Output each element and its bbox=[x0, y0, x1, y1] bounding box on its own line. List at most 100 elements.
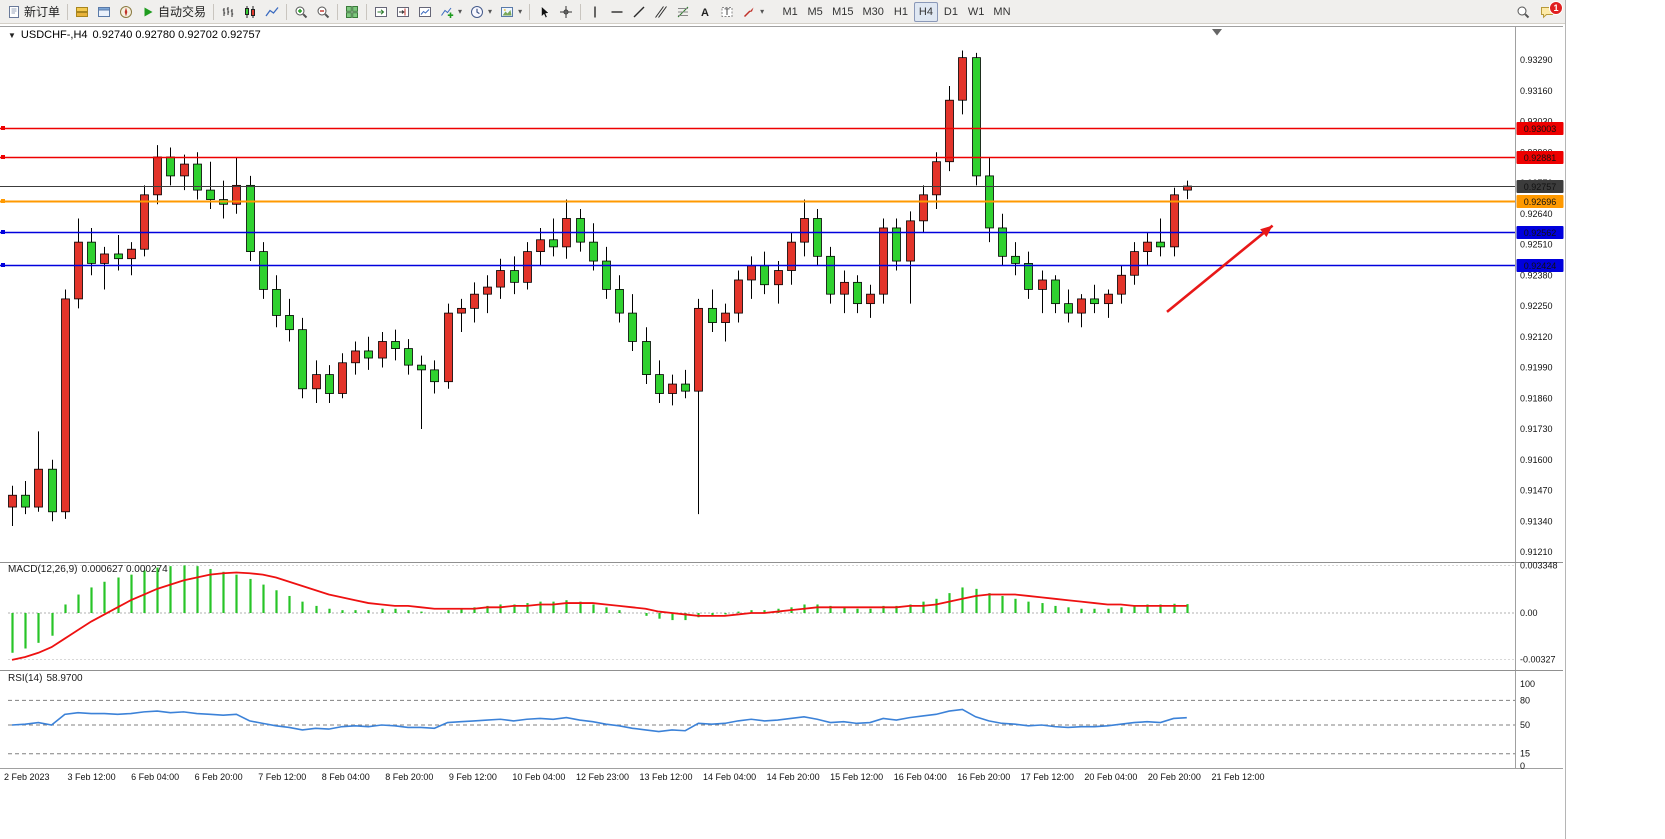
candle-body bbox=[298, 329, 307, 390]
chart-shift-button[interactable] bbox=[392, 2, 414, 22]
price-axis-label: 0.92120 bbox=[1520, 332, 1553, 342]
time-axis-label[interactable]: 7 Feb 12:00 bbox=[258, 772, 306, 782]
market-watch-button[interactable] bbox=[71, 2, 93, 22]
chart-shift-marker[interactable] bbox=[1212, 29, 1222, 36]
vertical-line-button[interactable] bbox=[584, 2, 606, 22]
candle-body bbox=[536, 239, 545, 252]
trend-arrow-object[interactable] bbox=[1166, 224, 1274, 313]
time-axis-label[interactable]: 9 Feb 12:00 bbox=[449, 772, 497, 782]
chart-canvas[interactable]: 0.932900.931600.930300.929000.927700.926… bbox=[0, 24, 1565, 839]
periods-button[interactable]: ▾ bbox=[466, 2, 496, 22]
trendline-button[interactable] bbox=[628, 2, 650, 22]
fibonacci-button[interactable] bbox=[672, 2, 694, 22]
notifications-button[interactable]: 1 bbox=[1536, 0, 1563, 22]
price-badge-value: 0.92881 bbox=[1524, 153, 1557, 163]
timeframe-M1-button[interactable]: M1 bbox=[782, 5, 798, 18]
macd-label: MACD(12,26,9) 0.000627 0.000274 bbox=[8, 564, 168, 575]
data-window-icon bbox=[98, 6, 111, 17]
time-axis-label[interactable]: 2 Feb 2023 bbox=[4, 772, 50, 782]
time-axis-label[interactable]: 20 Feb 04:00 bbox=[1084, 772, 1137, 782]
timeframe-W1-button[interactable]: W1 bbox=[967, 5, 985, 18]
candle-body bbox=[166, 156, 175, 177]
rsi-name: RSI(14) bbox=[8, 673, 43, 684]
timeframe-D1-button[interactable]: D1 bbox=[943, 5, 958, 18]
timeframe-M30-button[interactable]: M30 bbox=[862, 5, 884, 18]
time-axis-label[interactable]: 13 Feb 12:00 bbox=[640, 772, 693, 782]
timeframe-M15-button[interactable]: M15 bbox=[832, 5, 854, 18]
bars-icon bbox=[222, 6, 234, 17]
price-axis-label: 0.91340 bbox=[1520, 516, 1553, 526]
timeframe-MN-button[interactable]: MN bbox=[993, 5, 1011, 18]
bar-chart-button[interactable] bbox=[217, 2, 239, 22]
new-order-button[interactable]: 新订单 bbox=[3, 2, 64, 22]
trendline-icon bbox=[633, 6, 645, 17]
time-axis-label[interactable]: 10 Feb 04:00 bbox=[512, 772, 565, 782]
time-axis-label[interactable]: 6 Feb 04:00 bbox=[131, 772, 179, 782]
timeframe-M5-button[interactable]: M5 bbox=[807, 5, 823, 18]
price-axis-label: 0.91990 bbox=[1520, 363, 1553, 373]
rsi-value: 58.9700 bbox=[46, 673, 83, 684]
zoom-in-icon bbox=[295, 6, 308, 18]
time-axis-label[interactable]: 6 Feb 20:00 bbox=[195, 772, 243, 782]
time-axis-label[interactable]: 17 Feb 12:00 bbox=[1021, 772, 1074, 782]
rsi-label: RSI(14) 58.9700 bbox=[8, 673, 83, 684]
line-chart-button[interactable] bbox=[261, 2, 283, 22]
timeframe-H1-button[interactable]: H1 bbox=[893, 5, 908, 18]
search-button[interactable] bbox=[1512, 2, 1534, 22]
time-axis-label[interactable]: 20 Feb 20:00 bbox=[1148, 772, 1201, 782]
candles-icon bbox=[245, 5, 256, 18]
candle-body bbox=[21, 494, 30, 508]
time-axis-label[interactable]: 12 Feb 23:00 bbox=[576, 772, 629, 782]
time-axis-label[interactable]: 3 Feb 12:00 bbox=[68, 772, 116, 782]
candlestick-chart-button[interactable] bbox=[239, 2, 261, 22]
pane-splitter[interactable] bbox=[0, 670, 1563, 671]
zoom-in-button[interactable] bbox=[290, 2, 312, 22]
candle-body bbox=[642, 341, 651, 375]
time-axis-label[interactable]: 8 Feb 04:00 bbox=[322, 772, 370, 782]
time-axis-label[interactable]: 8 Feb 20:00 bbox=[385, 772, 433, 782]
candle-body bbox=[774, 270, 783, 286]
time-axis-label[interactable]: 14 Feb 20:00 bbox=[767, 772, 820, 782]
candle-body bbox=[1143, 241, 1152, 252]
time-axis-label[interactable]: 14 Feb 04:00 bbox=[703, 772, 756, 782]
shapes-button[interactable]: ▾ bbox=[738, 2, 768, 22]
timeframe-H4-button[interactable]: H4 bbox=[913, 1, 938, 22]
channel-button[interactable] bbox=[650, 2, 672, 22]
macd-axis-label: -0.00327 bbox=[1520, 654, 1556, 664]
time-axis-label[interactable]: 21 Feb 12:00 bbox=[1211, 772, 1264, 782]
candle-body bbox=[747, 265, 756, 281]
templates-button[interactable]: ▾ bbox=[496, 2, 526, 22]
candle-body bbox=[100, 253, 109, 264]
cursor-button[interactable] bbox=[533, 2, 555, 22]
horizontal-line-button[interactable] bbox=[606, 2, 628, 22]
label-button[interactable]: T bbox=[716, 2, 738, 22]
auto-scroll-button[interactable] bbox=[370, 2, 392, 22]
clock-icon bbox=[471, 5, 484, 18]
candle-body bbox=[1064, 303, 1073, 314]
zoom-out-button[interactable] bbox=[312, 2, 334, 22]
pane-splitter[interactable] bbox=[0, 562, 1563, 563]
candle-body bbox=[193, 163, 202, 191]
candle-body bbox=[945, 99, 954, 163]
tile-windows-button[interactable] bbox=[341, 2, 363, 22]
time-axis-label[interactable]: 16 Feb 04:00 bbox=[894, 772, 947, 782]
indicators-button[interactable]: ▾ bbox=[436, 2, 466, 22]
chart-dropdown-icon[interactable]: ▼ bbox=[8, 30, 16, 40]
candle-body bbox=[694, 307, 703, 392]
crosshair-button[interactable] bbox=[555, 2, 577, 22]
time-axis-label[interactable]: 15 Feb 12:00 bbox=[830, 772, 883, 782]
text-button[interactable]: A bbox=[694, 2, 716, 22]
chart-area[interactable]: 0.932900.931600.930300.929000.927700.926… bbox=[0, 24, 1565, 839]
toolbar-separator bbox=[286, 3, 288, 20]
data-window-button[interactable] bbox=[93, 2, 115, 22]
candle-body bbox=[734, 279, 743, 314]
chart-step-button[interactable] bbox=[414, 2, 436, 22]
auto-trading-button[interactable]: 自动交易 bbox=[137, 2, 210, 22]
trend-arrow-head bbox=[1260, 225, 1273, 238]
navigator-button[interactable] bbox=[115, 2, 137, 22]
chartstep-icon bbox=[419, 6, 432, 17]
rsi-axis-label: 0 bbox=[1520, 761, 1525, 771]
price-axis-label: 0.93290 bbox=[1520, 55, 1553, 65]
rsi-line bbox=[11, 708, 1187, 733]
time-axis-label[interactable]: 16 Feb 20:00 bbox=[957, 772, 1010, 782]
